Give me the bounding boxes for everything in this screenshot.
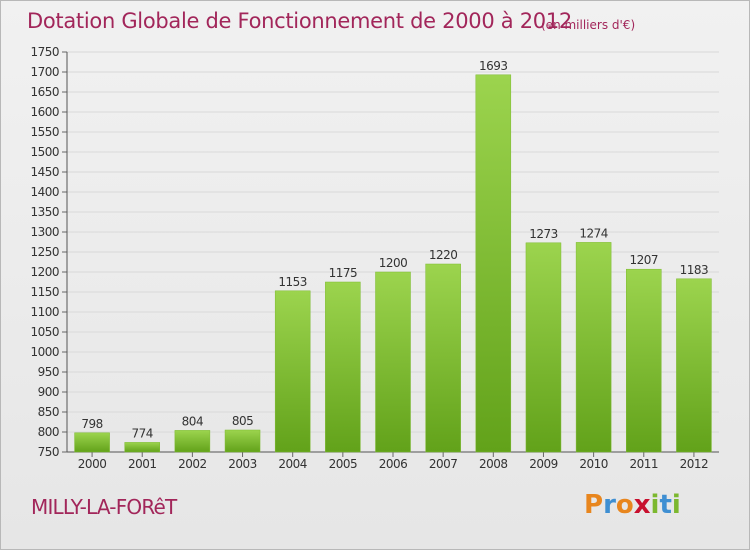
bar	[325, 281, 361, 453]
x-tick-label: 2001	[128, 457, 157, 471]
y-tick-label: 1050	[30, 325, 59, 339]
y-tick-label: 1300	[30, 225, 59, 239]
x-tick-label: 2004	[278, 457, 307, 471]
x-tick-label: 2009	[529, 457, 558, 471]
x-tick-label: 2003	[228, 457, 257, 471]
y-tick-label: 1450	[30, 165, 59, 179]
y-tick-label: 1500	[30, 145, 59, 159]
x-tick-label: 2008	[479, 457, 508, 471]
logo-letter: t	[659, 490, 672, 520]
bar	[174, 430, 211, 453]
bar	[375, 271, 411, 453]
proxiti-logo: Proxiti	[584, 490, 681, 520]
y-tick-label: 900	[38, 385, 59, 399]
bars	[74, 74, 712, 453]
y-tick-label: 1750	[30, 45, 59, 59]
x-tick-label: 2000	[78, 457, 107, 471]
x-tick-label: 2002	[178, 457, 207, 471]
bar	[676, 278, 712, 453]
logo-letter: i	[650, 490, 660, 520]
bar	[224, 429, 261, 453]
bar	[425, 263, 461, 453]
bar	[575, 242, 612, 453]
bar	[74, 432, 110, 453]
data-label: 1175	[329, 266, 358, 280]
bar	[124, 442, 160, 453]
data-label: 1220	[429, 248, 458, 262]
y-tick-label: 1000	[30, 345, 59, 359]
data-label: 1273	[529, 227, 558, 241]
y-tick-label: 1400	[30, 185, 59, 199]
x-tick-label: 2005	[329, 457, 358, 471]
data-label: 1200	[379, 256, 408, 270]
y-tick-label: 1350	[30, 205, 59, 219]
data-label: 1693	[479, 59, 508, 73]
data-label: 774	[132, 426, 153, 440]
bar	[274, 290, 311, 453]
x-tick-label: 2011	[629, 457, 658, 471]
y-tick-label: 1700	[30, 65, 59, 79]
data-label: 804	[182, 414, 203, 428]
y-tick-label: 1100	[30, 305, 59, 319]
data-label: 1274	[579, 226, 608, 240]
y-tick-label: 1550	[30, 125, 59, 139]
data-label: 798	[81, 417, 102, 431]
data-label: 1153	[278, 275, 307, 289]
logo-letter: x	[633, 490, 651, 520]
labels: 750 800 850 900 950 1000 1050 1100 1150 1200 1250 1…	[30, 45, 708, 471]
logo-letter: i	[671, 490, 681, 520]
data-label: 805	[232, 414, 253, 428]
commune-name: MILLY-LA-FORêT	[31, 495, 177, 519]
y-tick-label: 950	[38, 365, 59, 379]
y-tick-label: 1200	[30, 265, 59, 279]
x-tick-label: 2012	[680, 457, 709, 471]
logo-letter: P	[584, 490, 604, 520]
chart-title: Dotation Globale de Fonctionnement de 20…	[27, 9, 572, 33]
unit-label: (en milliers d'€)	[541, 18, 636, 32]
logo-letter: r	[603, 490, 616, 520]
bar	[475, 74, 512, 453]
data-label: 1183	[680, 263, 709, 277]
y-tick-label: 850	[38, 405, 59, 419]
y-tick-label: 1600	[30, 105, 59, 119]
data-label: 1207	[629, 253, 658, 267]
y-tick-label: 1250	[30, 245, 59, 259]
y-tick-label: 800	[38, 425, 59, 439]
bar	[525, 242, 562, 453]
y-tick-label: 750	[38, 445, 59, 459]
logo-letter: o	[615, 490, 634, 520]
bar	[626, 268, 662, 453]
y-tick-label: 1650	[30, 85, 59, 99]
x-tick-label: 2006	[379, 457, 408, 471]
x-tick-label: 2007	[429, 457, 458, 471]
y-tick-label: 1150	[30, 285, 59, 299]
x-tick-label: 2010	[579, 457, 608, 471]
